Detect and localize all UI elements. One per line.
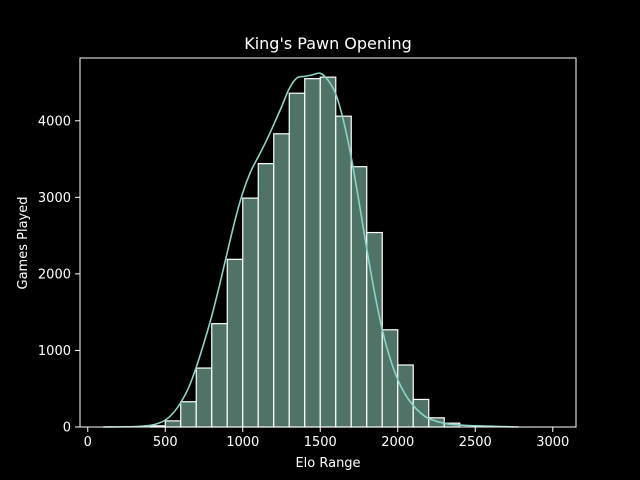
x-axis-label: Elo Range: [295, 456, 360, 471]
y-tick-label-3000: 3000: [38, 191, 71, 206]
y-tick-label-1000: 1000: [38, 344, 71, 359]
plot-frame: [79, 57, 577, 428]
histogram-bar-10: [304, 78, 321, 428]
histogram-bar-5: [226, 258, 244, 428]
y-tick-label-2000: 2000: [38, 267, 71, 282]
histogram-bar-7: [257, 163, 275, 428]
y-tick-label-4000: 4000: [38, 114, 71, 129]
x-tick-label-1500: 1500: [304, 435, 337, 450]
x-tick-label-500: 500: [153, 435, 178, 450]
histogram-bar-4: [211, 323, 228, 428]
y-axis-ticks: 0 1000 2000 3000 4000: [38, 114, 80, 436]
density-curve: [103, 72, 519, 428]
y-tick-label-0: 0: [63, 421, 71, 436]
chart-title: King's Pawn Opening: [244, 34, 412, 53]
histogram-bar-8: [273, 133, 290, 428]
histogram-bar-2: [180, 401, 197, 428]
histogram-bar-15: [381, 329, 399, 428]
x-tick-label-1000: 1000: [226, 435, 259, 450]
histogram-bar-3: [195, 367, 213, 428]
x-tick-label-2000: 2000: [381, 435, 414, 450]
x-axis-ticks: 0 500 1000 1500 2000 2500 3000: [84, 427, 569, 450]
histogram-bar-11: [319, 76, 337, 428]
x-tick-label-3000: 3000: [536, 435, 569, 450]
histogram-bars: [149, 76, 461, 428]
histogram-bar-9: [288, 92, 306, 428]
histogram-bar-1: [164, 420, 182, 428]
x-tick-label-2500: 2500: [459, 435, 492, 450]
density-curve-group: [103, 72, 519, 428]
y-axis-label: Games Played: [16, 197, 31, 290]
histogram-bar-6: [242, 197, 259, 428]
histogram-bar-12: [335, 115, 352, 428]
x-tick-label-0: 0: [84, 435, 92, 450]
